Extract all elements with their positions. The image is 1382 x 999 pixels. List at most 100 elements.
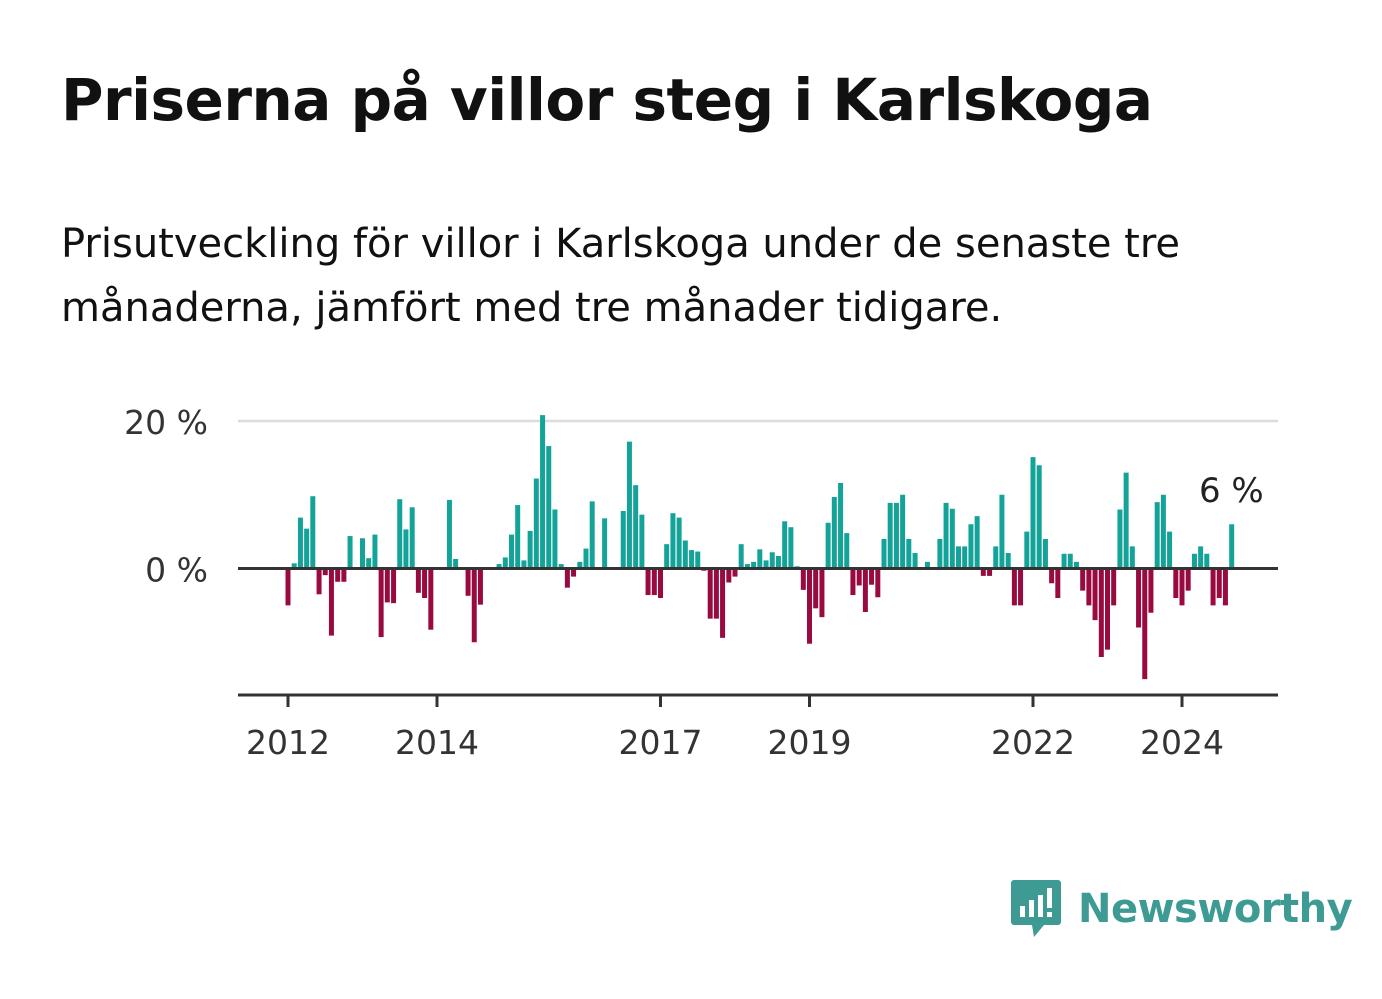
bar (1154, 502, 1160, 569)
bar (1067, 553, 1073, 569)
bar (980, 568, 986, 576)
bar (956, 546, 961, 569)
bar (844, 533, 850, 569)
bar (471, 568, 477, 643)
bar (949, 508, 955, 569)
bar (807, 568, 812, 644)
x-tick-label: 2019 (768, 723, 852, 762)
bar (1018, 568, 1024, 606)
bar (1160, 494, 1166, 569)
bar (391, 568, 397, 604)
bar (906, 539, 912, 569)
bar (1061, 553, 1067, 569)
bar (1173, 568, 1179, 598)
bar (527, 530, 533, 569)
bar (378, 568, 384, 638)
bar (937, 539, 943, 569)
newsworthy-logo: Newsworthy (1010, 876, 1353, 942)
x-tick-label: 2014 (395, 723, 479, 762)
bar (540, 415, 546, 569)
x-tick-label: 2022 (991, 723, 1075, 762)
chart-subtitle: Prisutveckling för villor i Karlskoga un… (61, 221, 1181, 331)
bar (502, 557, 508, 569)
bar (558, 564, 564, 569)
bar (831, 496, 837, 569)
bar (651, 568, 657, 596)
bar (769, 552, 775, 569)
bar (999, 494, 1005, 569)
bar (639, 514, 645, 569)
bar (1229, 524, 1235, 569)
bar (968, 524, 974, 569)
bar (850, 568, 856, 596)
bar (633, 485, 639, 569)
bar (571, 568, 577, 577)
bar (422, 568, 428, 598)
bar (645, 568, 651, 596)
bar (1136, 568, 1142, 628)
bar (297, 517, 303, 569)
bar (1011, 568, 1017, 606)
bar (347, 536, 353, 569)
bar (757, 549, 763, 569)
bar (993, 546, 999, 569)
bar (409, 507, 415, 569)
bar (912, 553, 918, 569)
bar (1055, 568, 1061, 598)
bar (1098, 568, 1104, 657)
bar (446, 499, 452, 569)
bar (415, 568, 421, 593)
bar (1030, 457, 1036, 569)
bar (1024, 531, 1030, 569)
bar (366, 558, 372, 569)
bar (1222, 568, 1228, 606)
bar (328, 568, 334, 636)
bar (403, 529, 409, 569)
x-tick-label: 2017 (619, 723, 703, 762)
bar (987, 568, 993, 576)
bar (658, 568, 663, 598)
last-value-label: 6 % (1199, 471, 1264, 511)
bar (720, 568, 726, 638)
bar (900, 494, 906, 569)
x-tick-label: 2024 (1140, 723, 1224, 762)
bar (856, 568, 862, 586)
bar (744, 564, 750, 569)
bar (477, 568, 483, 605)
bar (962, 546, 968, 569)
bar (924, 561, 930, 569)
bar (310, 496, 316, 569)
bar (1204, 553, 1210, 569)
bar (515, 505, 521, 569)
bar (1086, 568, 1092, 606)
chart-title: Priserna på villor steg i Karlskoga (61, 66, 1153, 134)
bar (974, 516, 980, 569)
bar (335, 568, 341, 582)
bar (1005, 553, 1011, 569)
bar (1216, 568, 1222, 598)
bar (887, 502, 893, 569)
bar (360, 538, 365, 569)
bar (577, 561, 583, 569)
bar (726, 568, 732, 583)
bar (1105, 568, 1110, 650)
bar (732, 568, 738, 577)
bar (372, 534, 378, 569)
bar (670, 513, 676, 569)
newsworthy-logo-icon (1011, 880, 1061, 937)
bar (1073, 561, 1079, 569)
bar (713, 568, 719, 619)
bar (384, 568, 390, 603)
bar (819, 568, 825, 618)
bar (869, 568, 875, 585)
bar (564, 568, 570, 588)
bar (496, 564, 502, 569)
x-tick-label: 2012 (246, 723, 330, 762)
bar (1210, 568, 1216, 606)
bar (682, 540, 688, 569)
bar (304, 528, 310, 569)
bar (751, 561, 757, 569)
bar (1142, 568, 1148, 680)
bar (813, 568, 819, 609)
